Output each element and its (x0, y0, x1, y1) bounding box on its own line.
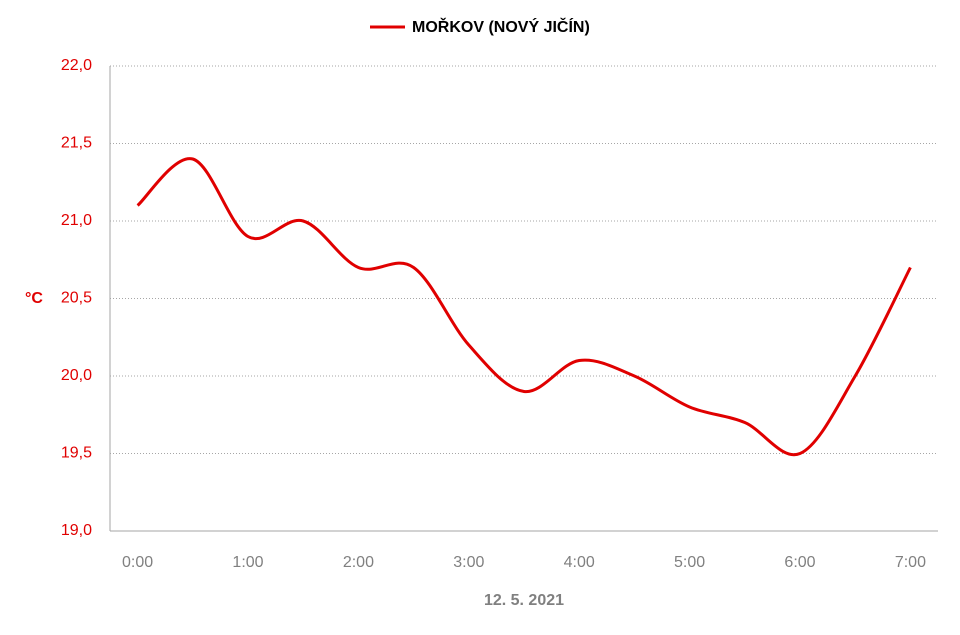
x-tick-label: 4:00 (564, 554, 595, 571)
x-tick-label: 0:00 (122, 554, 153, 571)
legend-label: MOŘKOV (NOVÝ JIČÍN) (412, 17, 590, 36)
data-line (136, 157, 912, 457)
x-tick-label: 3:00 (453, 554, 484, 571)
y-tick-label: 21,0 (61, 212, 92, 229)
y-tick-label: 20,0 (61, 367, 92, 384)
y-tick-label: 21,5 (61, 135, 92, 152)
y-axis-label: °C (25, 290, 43, 307)
y-tick-label: 22,0 (61, 57, 92, 74)
x-axis-label: 12. 5. 2021 (484, 592, 564, 609)
x-tick-label: 2:00 (343, 554, 374, 571)
x-tick-label: 1:00 (232, 554, 263, 571)
x-tick-label: 5:00 (674, 554, 705, 571)
y-tick-label: 19,0 (61, 522, 92, 539)
y-tick-label: 19,5 (61, 445, 92, 462)
y-tick-label: 20,5 (61, 290, 92, 307)
x-tick-label: 6:00 (784, 554, 815, 571)
x-tick-label: 7:00 (895, 554, 926, 571)
